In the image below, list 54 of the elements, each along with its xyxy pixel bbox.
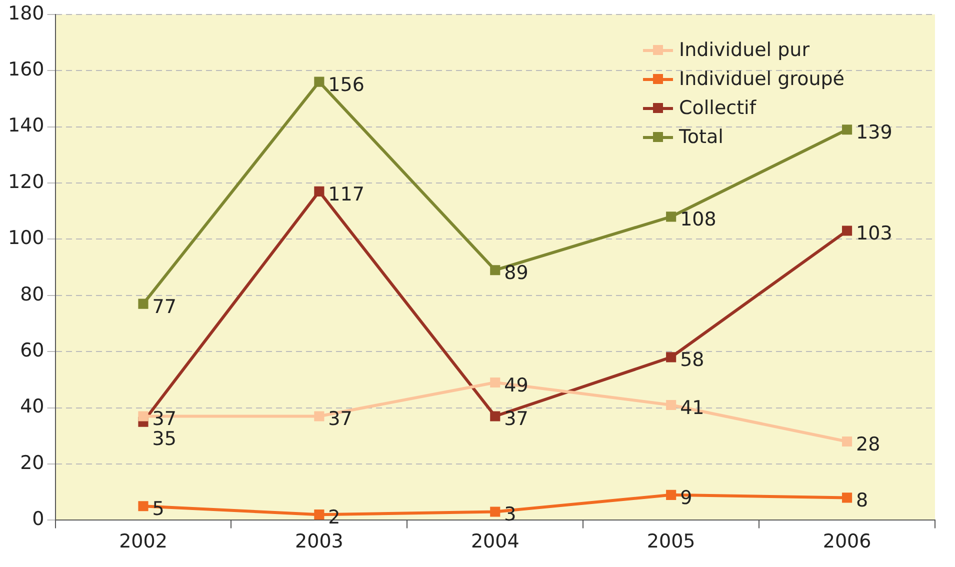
point (842, 226, 852, 236)
point (490, 377, 500, 388)
legend-label: Individuel pur (679, 38, 810, 64)
point (314, 76, 324, 87)
point (490, 411, 500, 422)
data-label: 156 (328, 74, 364, 96)
data-label: 37 (152, 408, 176, 430)
point (842, 124, 852, 135)
data-label: 41 (680, 396, 704, 419)
point (666, 490, 676, 500)
point (490, 265, 500, 276)
point (314, 510, 324, 520)
data-label: 37 (328, 408, 352, 430)
data-label: 77 (152, 296, 176, 318)
data-label: 117 (328, 183, 364, 206)
y-tick-label: 120 (8, 170, 44, 193)
y-tick-label: 0 (32, 508, 44, 530)
point (138, 501, 148, 512)
point (314, 411, 324, 422)
y-tick-label: 80 (20, 283, 44, 306)
y-tick-label: 180 (8, 2, 44, 24)
point (666, 212, 676, 222)
data-label: 35 (152, 428, 176, 450)
data-label: 108 (680, 208, 716, 231)
y-tick-label: 40 (20, 396, 44, 418)
legend-label: Total (679, 125, 724, 150)
legend-label: Individuel groupé (679, 67, 844, 92)
legend-label: Collectif (679, 96, 756, 122)
y-tick-label: 160 (8, 58, 44, 81)
point (314, 186, 324, 196)
point (842, 492, 852, 503)
point (138, 411, 148, 422)
data-label: 49 (504, 374, 528, 396)
data-label: 58 (680, 349, 704, 372)
y-tick-label: 60 (20, 340, 44, 362)
data-label: 139 (856, 122, 892, 144)
y-tick-label: 100 (8, 227, 44, 250)
x-tick-label: 2003 (295, 530, 344, 553)
x-tick-label: 2005 (646, 530, 696, 553)
point (666, 400, 676, 410)
x-tick-label: 2006 (822, 530, 872, 553)
point (138, 298, 148, 309)
data-label: 103 (856, 222, 892, 245)
y-tick-label: 140 (8, 114, 44, 137)
point (490, 506, 500, 517)
data-label: 28 (856, 433, 880, 456)
point (666, 352, 676, 362)
y-tick-label: 20 (20, 452, 44, 474)
data-label: 37 (504, 408, 528, 430)
x-tick-label: 2002 (119, 530, 168, 553)
data-label: 8 (856, 490, 868, 512)
x-tick-label: 2004 (470, 530, 520, 553)
point (842, 436, 852, 447)
data-label: 89 (504, 262, 528, 284)
